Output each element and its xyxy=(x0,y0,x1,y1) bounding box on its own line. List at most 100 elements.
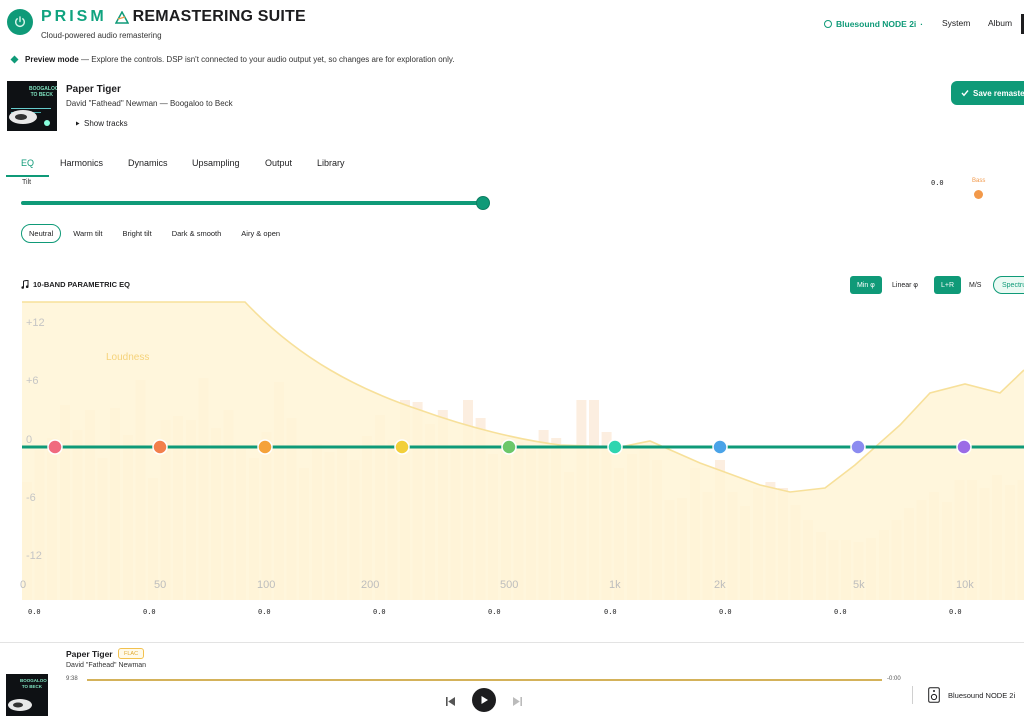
channel-ms-button[interactable]: M/S xyxy=(969,281,982,289)
play-button[interactable] xyxy=(472,688,496,712)
tilt-slider-handle[interactable] xyxy=(476,196,490,210)
previous-button[interactable] xyxy=(445,694,456,712)
eq-band-handle-6[interactable] xyxy=(607,439,623,455)
tab-library[interactable]: Library xyxy=(317,158,345,168)
next-button[interactable] xyxy=(512,694,523,712)
y-tick-plus6: +6 xyxy=(26,375,39,387)
prism-icon xyxy=(114,10,129,24)
album-art-line xyxy=(11,108,51,109)
tilt-slider-track[interactable] xyxy=(21,201,485,205)
spectrum-toggle[interactable]: Spectrum xyxy=(993,276,1024,294)
device-name: Bluesound NODE 2i xyxy=(836,19,917,29)
show-tracks-toggle[interactable]: Show tracks xyxy=(75,119,128,128)
eq-section-title: 10-BAND PARAMETRIC EQ xyxy=(21,280,130,289)
preset-bright-tilt[interactable]: Bright tilt xyxy=(122,229,152,238)
brand-suite: REMASTERING SUITE xyxy=(132,8,306,25)
header-tab-system[interactable]: System xyxy=(942,18,971,28)
x-tick-100: 100 xyxy=(257,579,276,591)
x-tick-5k: 5k xyxy=(853,579,865,591)
band-gain-9: 0.0 xyxy=(949,608,962,616)
device-selector[interactable]: Bluesound NODE 2i · xyxy=(824,19,923,29)
check-icon xyxy=(961,90,969,97)
band-gain-6: 0.0 xyxy=(604,608,617,616)
elapsed-time: 9:38 xyxy=(66,676,78,682)
band-gain-3: 0.0 xyxy=(258,608,271,616)
x-tick-10k: 10k xyxy=(956,579,974,591)
eq-title-text: 10-BAND PARAMETRIC EQ xyxy=(33,280,130,289)
tab-output[interactable]: Output xyxy=(265,158,293,168)
player-art-graphic xyxy=(8,699,32,711)
tab-dynamics[interactable]: Dynamics xyxy=(128,158,168,168)
x-tick-0: 0 xyxy=(20,579,27,591)
loudness-curve-fill xyxy=(22,302,1024,600)
remaining-time: -0:00 xyxy=(887,676,901,682)
player-divider xyxy=(912,686,913,704)
phase-linear-button[interactable]: Linear φ xyxy=(892,281,918,289)
format-badge: FLAC xyxy=(118,648,145,659)
eq-band-handle-9[interactable] xyxy=(956,439,972,455)
channel-lr-button[interactable]: L+R xyxy=(934,276,962,294)
power-icon xyxy=(15,16,25,27)
x-tick-2k: 2k xyxy=(714,579,726,591)
show-tracks-label: Show tracks xyxy=(84,119,128,128)
eq-graph[interactable]: Loudness +12 +6 0 -6 -12 0 50 100 200 50… xyxy=(0,300,1024,600)
x-tick-1k: 1k xyxy=(609,579,621,591)
header-edge-divider xyxy=(1021,14,1024,34)
header-tab-album[interactable]: Album xyxy=(988,18,1013,28)
band-gain-8: 0.0 xyxy=(834,608,847,616)
track-title: Paper Tiger xyxy=(66,84,121,95)
player-device-name: Bluesound NODE 2i xyxy=(948,691,1016,700)
tab-eq[interactable]: EQ xyxy=(21,158,35,168)
album-art-graphic xyxy=(9,110,50,126)
preset-warm-tilt[interactable]: Warm tilt xyxy=(73,229,103,238)
eq-band-handle-8[interactable] xyxy=(850,439,866,455)
y-tick-0: 0 xyxy=(26,434,33,446)
eq-band-handle-4[interactable] xyxy=(394,439,410,455)
diamond-icon xyxy=(10,55,19,64)
tilt-presets: Neutral Warm tilt Bright tilt Dark & smo… xyxy=(21,224,288,243)
eq-band-handle-1[interactable] xyxy=(47,439,63,455)
brand-subtitle: Cloud-powered audio remastering xyxy=(41,31,162,40)
tab-harmonics[interactable]: Harmonics xyxy=(60,158,104,168)
album-art-title: BOOGALOO TO BECK xyxy=(29,86,57,98)
y-tick-minus12: -12 xyxy=(26,550,42,562)
x-tick-200: 200 xyxy=(361,579,380,591)
main-tabs: EQ Harmonics Dynamics Upsampling Output … xyxy=(0,150,1024,178)
eq-band-handle-3[interactable] xyxy=(257,439,273,455)
preview-label: Preview mode xyxy=(25,55,79,64)
preset-dark-smooth[interactable]: Dark & smooth xyxy=(171,229,222,238)
progress-bar[interactable] xyxy=(87,679,882,681)
music-note-icon xyxy=(21,280,29,289)
eq-band-handle-5[interactable] xyxy=(501,439,517,455)
tilt-label: Tilt xyxy=(22,179,32,186)
player-track-title: Paper Tiger xyxy=(66,649,113,659)
device-status-icon xyxy=(824,20,832,28)
brand-name: PRISM xyxy=(41,8,107,25)
band-gain-1: 0.0 xyxy=(28,608,41,616)
bass-label: Bass xyxy=(972,178,986,184)
bass-indicator[interactable] xyxy=(974,190,983,199)
preview-text: — Explore the controls. DSP isn't connec… xyxy=(81,55,455,64)
tab-upsampling[interactable]: Upsampling xyxy=(192,158,240,168)
speaker-icon[interactable] xyxy=(928,687,940,708)
active-tab-indicator xyxy=(6,175,49,177)
preset-airy-open[interactable]: Airy & open xyxy=(241,229,281,238)
eq-band-handle-7[interactable] xyxy=(712,439,728,455)
album-art: BOOGALOO TO BECK xyxy=(7,81,57,131)
power-button[interactable] xyxy=(7,9,33,35)
device-caret: · xyxy=(920,19,924,29)
save-remaster-label: Save remaster xyxy=(973,88,1024,98)
play-icon xyxy=(481,696,488,704)
app-header: PRISM REMASTERING SUITE Cloud-powered au… xyxy=(0,0,1024,50)
eq-band-handle-2[interactable] xyxy=(152,439,168,455)
save-remaster-button[interactable]: Save remaster xyxy=(951,81,1024,105)
x-tick-50: 50 xyxy=(154,579,167,591)
preset-neutral[interactable]: Neutral xyxy=(21,224,62,243)
band-gain-5: 0.0 xyxy=(488,608,501,616)
phase-min-button[interactable]: Min φ xyxy=(850,276,882,294)
loudness-label: Loudness xyxy=(106,352,150,363)
preview-notice: Preview mode — Explore the controls. DSP… xyxy=(10,55,455,64)
skip-back-icon xyxy=(446,697,455,706)
x-tick-500: 500 xyxy=(500,579,519,591)
player-album-art: BOOGALOO TO BECK xyxy=(6,674,48,716)
